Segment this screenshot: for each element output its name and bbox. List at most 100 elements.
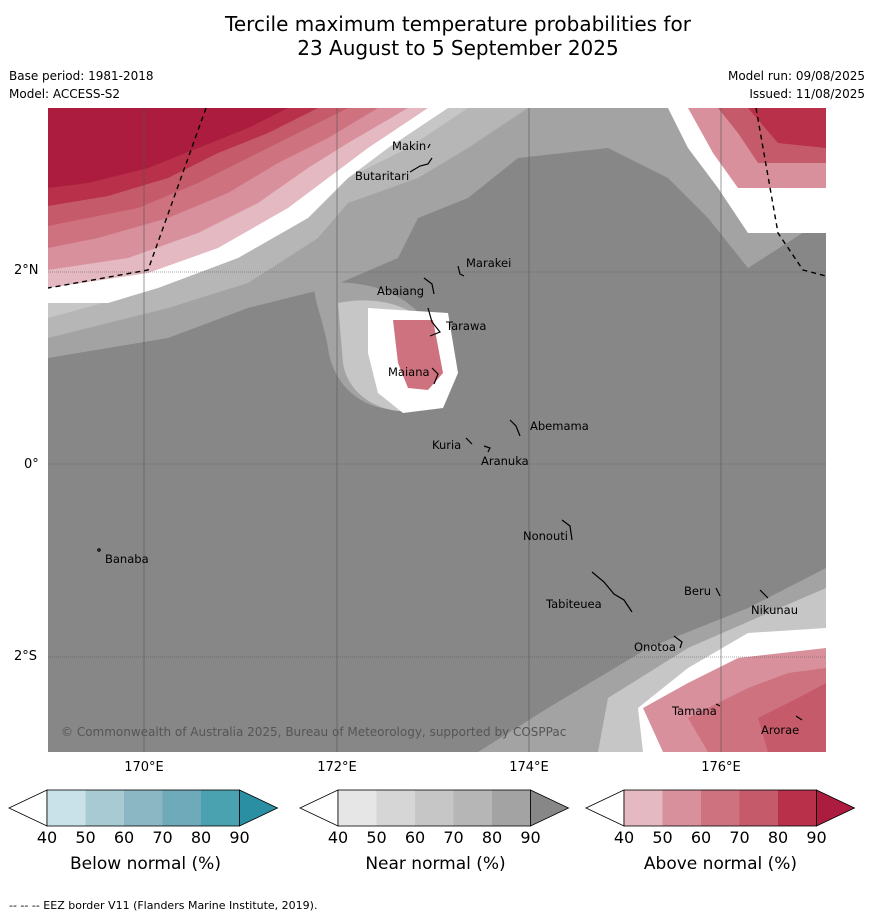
colorbar-segment: [124, 790, 163, 826]
label-beru: Beru: [684, 584, 711, 598]
label-maiana: Maiana: [388, 365, 430, 379]
lon-label-170e: 170°E: [124, 760, 164, 775]
label-makin: Makin: [392, 139, 426, 153]
colorbar-segment: [492, 790, 531, 826]
beru-shape: [715, 587, 721, 597]
colorbar-tick-label: 70: [443, 828, 464, 847]
label-nonouti: Nonouti: [523, 529, 568, 543]
map-panel[interactable]: Makin Butaritari Marakei Abaiang Tarawa …: [48, 108, 826, 752]
eez-footer-note: -- -- -- EEZ border V11 (Flanders Marine…: [9, 899, 318, 912]
colorbar-below-normal: [8, 789, 279, 827]
tarawa-shape: [427, 307, 441, 337]
label-tarawa: Tarawa: [445, 319, 486, 333]
label-abemama: Abemama: [530, 419, 589, 433]
colorbar-tick-label: 70: [729, 828, 750, 847]
map-title: Tercile maximum temperature probabilitie…: [0, 12, 873, 60]
label-nikunau: Nikunau: [751, 603, 798, 617]
colorbar-near-normal: [299, 789, 570, 827]
colorbar-extend-low: [8, 789, 48, 827]
colorbar-segment: [739, 790, 778, 826]
colorbar-tick-label: 50: [75, 828, 96, 847]
arorae-shape: [795, 715, 803, 721]
eez-border: [48, 108, 826, 289]
colorbar-extend-high: [530, 789, 570, 827]
label-kuria: Kuria: [432, 438, 461, 452]
model-run: Model run: 09/08/2025: [727, 69, 865, 83]
colorbar-tick-label: 90: [520, 828, 541, 847]
colorbar-tick-label: 90: [806, 828, 827, 847]
abaiang-shape: [423, 277, 435, 295]
colorbar-segment: [47, 790, 86, 826]
colorbar-segment: [662, 790, 701, 826]
label-arorae: Arorae: [761, 723, 799, 737]
meta-right: Model run: 09/08/2025 Issued: 11/08/2025: [728, 67, 865, 103]
colorbar-extend-high: [816, 789, 856, 827]
island-shapes: [97, 143, 803, 721]
colorbar-tick-label: 90: [229, 828, 250, 847]
colorbar-tick-label: 40: [327, 828, 349, 847]
label-tabiteuea: Tabiteuea: [545, 597, 602, 611]
colorbar-segment: [201, 790, 240, 826]
colorbar-label-below: Below normal (%): [70, 854, 221, 874]
label-butaritari: Butaritari: [355, 169, 409, 183]
meridians: [143, 108, 722, 752]
tarawa-above-normal: [393, 320, 443, 390]
colorbar-tick-label: 70: [152, 828, 173, 847]
colorbars: [8, 789, 856, 827]
model-name: Model: ACCESS-S2: [9, 87, 121, 101]
colorbar-tick-label: 80: [767, 828, 789, 847]
colorbar-tick-label: 40: [613, 828, 635, 847]
issued-date: Issued: 11/08/2025: [749, 87, 865, 101]
base-period: Base period: 1981-2018: [9, 69, 154, 83]
tamana-shape: [715, 703, 721, 707]
colorbar-label-above: Above normal (%): [643, 854, 798, 874]
colorbar-segment: [85, 790, 124, 826]
colorbar-segment: [453, 790, 492, 826]
onotoa-shape: [673, 635, 683, 649]
lon-label-176e: 176°E: [701, 760, 741, 775]
colorbar-segment: [778, 790, 817, 826]
colorbar-segment: [624, 790, 663, 826]
label-abaiang: Abaiang: [377, 284, 424, 298]
se-above-70: [758, 683, 826, 752]
label-marakei: Marakei: [466, 256, 511, 270]
lat-label-2s: 2°S: [14, 649, 38, 664]
lon-label-174e: 174°E: [509, 760, 549, 775]
makin-shape: [427, 143, 431, 149]
colorbar-tick-label: 80: [481, 828, 503, 847]
colorbar-segment: [376, 790, 415, 826]
lon-label-172e: 172°E: [317, 760, 357, 775]
meta-left: Base period: 1981-2018 Model: ACCESS-S2: [9, 67, 154, 103]
colorbar-above-normal: [585, 789, 856, 827]
butaritari-shape: [409, 157, 433, 173]
lat-label-0: 0°: [24, 457, 39, 472]
colorbar-tick-label: 60: [690, 828, 712, 847]
map-canvas: Makin Butaritari Marakei Abaiang Tarawa …: [48, 108, 826, 752]
colorbar-tick-label: 50: [652, 828, 673, 847]
marakei-shape: [457, 265, 465, 277]
colorbar-extend-high: [239, 789, 279, 827]
maiana-shape: [431, 367, 439, 385]
colorbar-tick-label: 60: [113, 828, 135, 847]
copyright-note: © Commonwealth of Australia 2025, Bureau…: [61, 725, 566, 739]
colorbar-segment: [415, 790, 454, 826]
graticule: [48, 271, 826, 658]
label-aranuka: Aranuka: [481, 454, 529, 468]
abemama-shape: [509, 419, 521, 437]
colorbar-segment: [338, 790, 377, 826]
lat-label-2n: 2°N: [14, 263, 39, 278]
label-banaba: Banaba: [105, 552, 149, 566]
ne-above-80: [748, 108, 826, 148]
colorbar-extend-low: [299, 789, 339, 827]
banaba-shape: [97, 548, 101, 552]
title-line-1: Tercile maximum temperature probabilitie…: [225, 12, 691, 36]
nikunau-shape: [759, 589, 769, 599]
tabiteuea-shape: [591, 571, 633, 613]
colorbar-segment: [701, 790, 740, 826]
label-onotoa: Onotoa: [634, 640, 676, 654]
kuria-shape: [465, 437, 473, 445]
nw-above-90: [48, 108, 288, 188]
colorbar-label-near: Near normal (%): [365, 854, 506, 874]
aranuka-shape: [483, 445, 491, 453]
colorbar-tick-label: 60: [404, 828, 426, 847]
